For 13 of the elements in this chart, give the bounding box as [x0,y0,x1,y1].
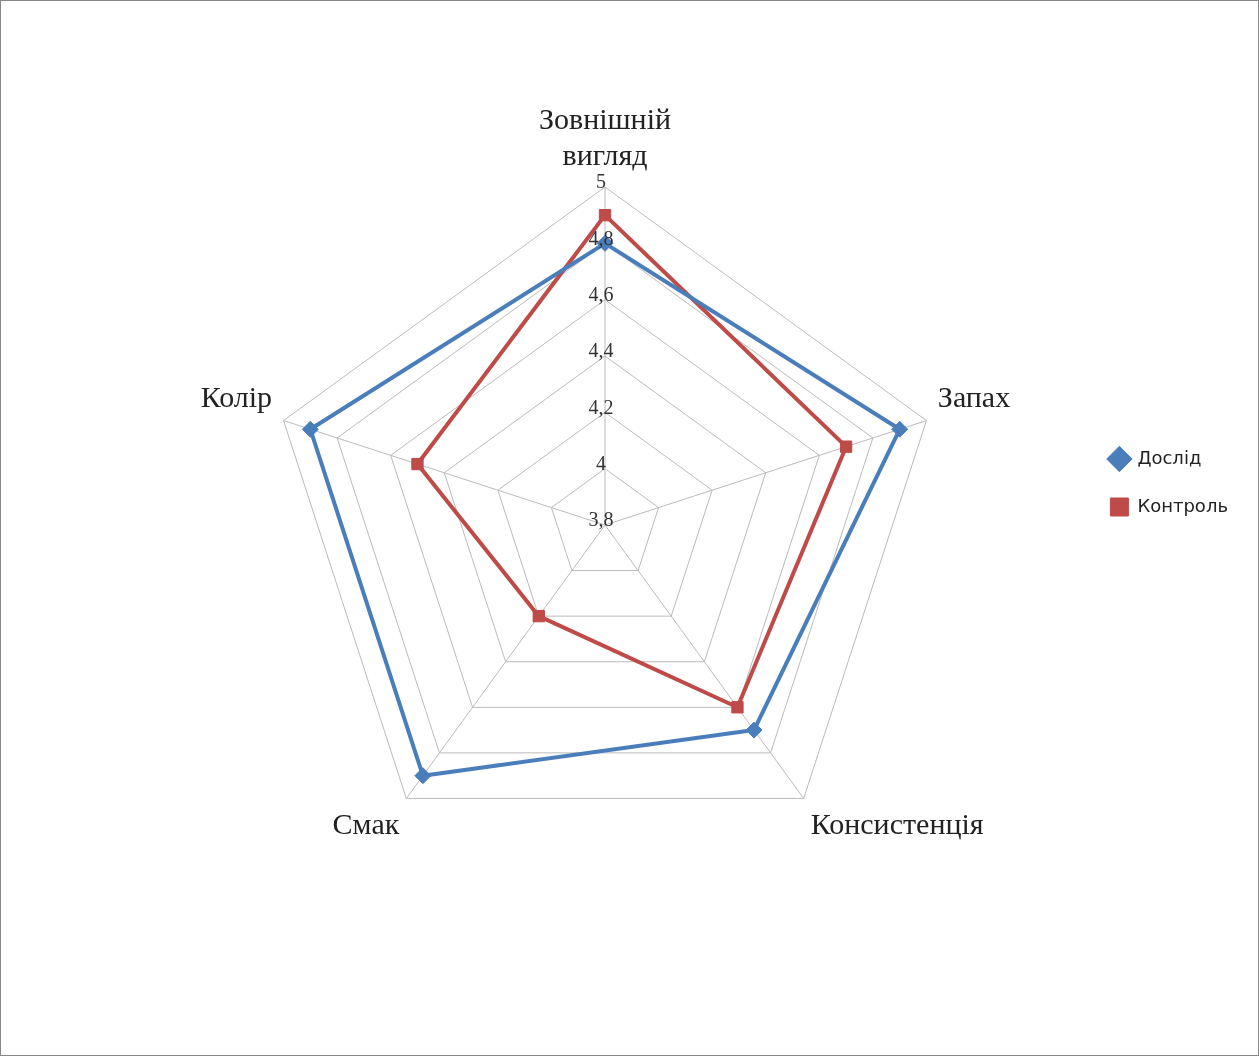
y-tick-label: 4 [596,451,606,474]
spoke-label: Колір [200,379,273,413]
spoke-label: Смак [332,807,400,841]
spoke-label: Зовнішній вигляд [538,101,672,171]
y-tick-label: 4,4 [588,339,614,362]
y-tick-label: 4,2 [588,395,614,418]
y-tick-label: 3,8 [588,508,614,531]
y-tick-label: 5 [596,170,606,193]
y-tick-label: 4,6 [588,282,614,305]
spoke-label: Консистенція [810,807,984,841]
legend-label: Контроль [1137,494,1229,516]
spoke-label: Запах [937,379,1011,413]
legend-label: Дослід [1137,446,1202,468]
